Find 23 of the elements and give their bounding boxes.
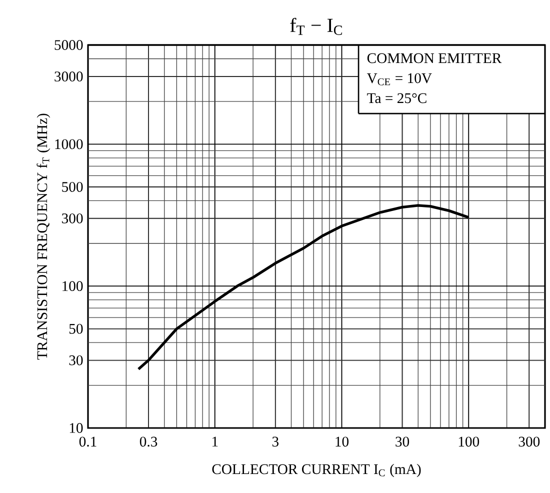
y-tick-label: 300 <box>62 213 83 224</box>
y-axis-title: TRANSISTION FREQUENCY f$_{T}$ (MHz) <box>36 114 50 360</box>
y-tick-label: 500 <box>62 182 83 192</box>
x-tick-label: 0.1 <box>79 436 96 447</box>
y-tick-label: 30 <box>69 355 83 366</box>
x-tick-label: 30 <box>396 436 410 447</box>
x-tick-label: 3 <box>272 436 278 447</box>
annotation: COMMON EMITTER <box>367 53 502 64</box>
x-tick-label: 10 <box>336 436 349 447</box>
x-tick-label: 100 <box>458 436 480 447</box>
y-tick-label: 10 <box>70 423 83 433</box>
y-tick-label: 5000 <box>54 40 83 50</box>
x-tick-label: 300 <box>518 436 540 447</box>
annotation: V$_{CE}$ = 10V <box>366 73 432 86</box>
chart-title: f$_{T}$ − I$_{C}$ <box>290 18 342 35</box>
annotation: Ta = 25°C <box>367 93 426 104</box>
y-tick-label: 100 <box>62 281 83 292</box>
y-tick-label: 50 <box>69 324 83 334</box>
y-tick-label: 3000 <box>54 72 83 82</box>
x-tick-label: 1 <box>212 436 218 446</box>
x-tick-label: 0.3 <box>140 436 158 447</box>
y-tick-label: 1000 <box>55 139 83 150</box>
x-axis-title: COLLECTOR CURRENT I$_{C}$ (mA) <box>212 464 421 478</box>
